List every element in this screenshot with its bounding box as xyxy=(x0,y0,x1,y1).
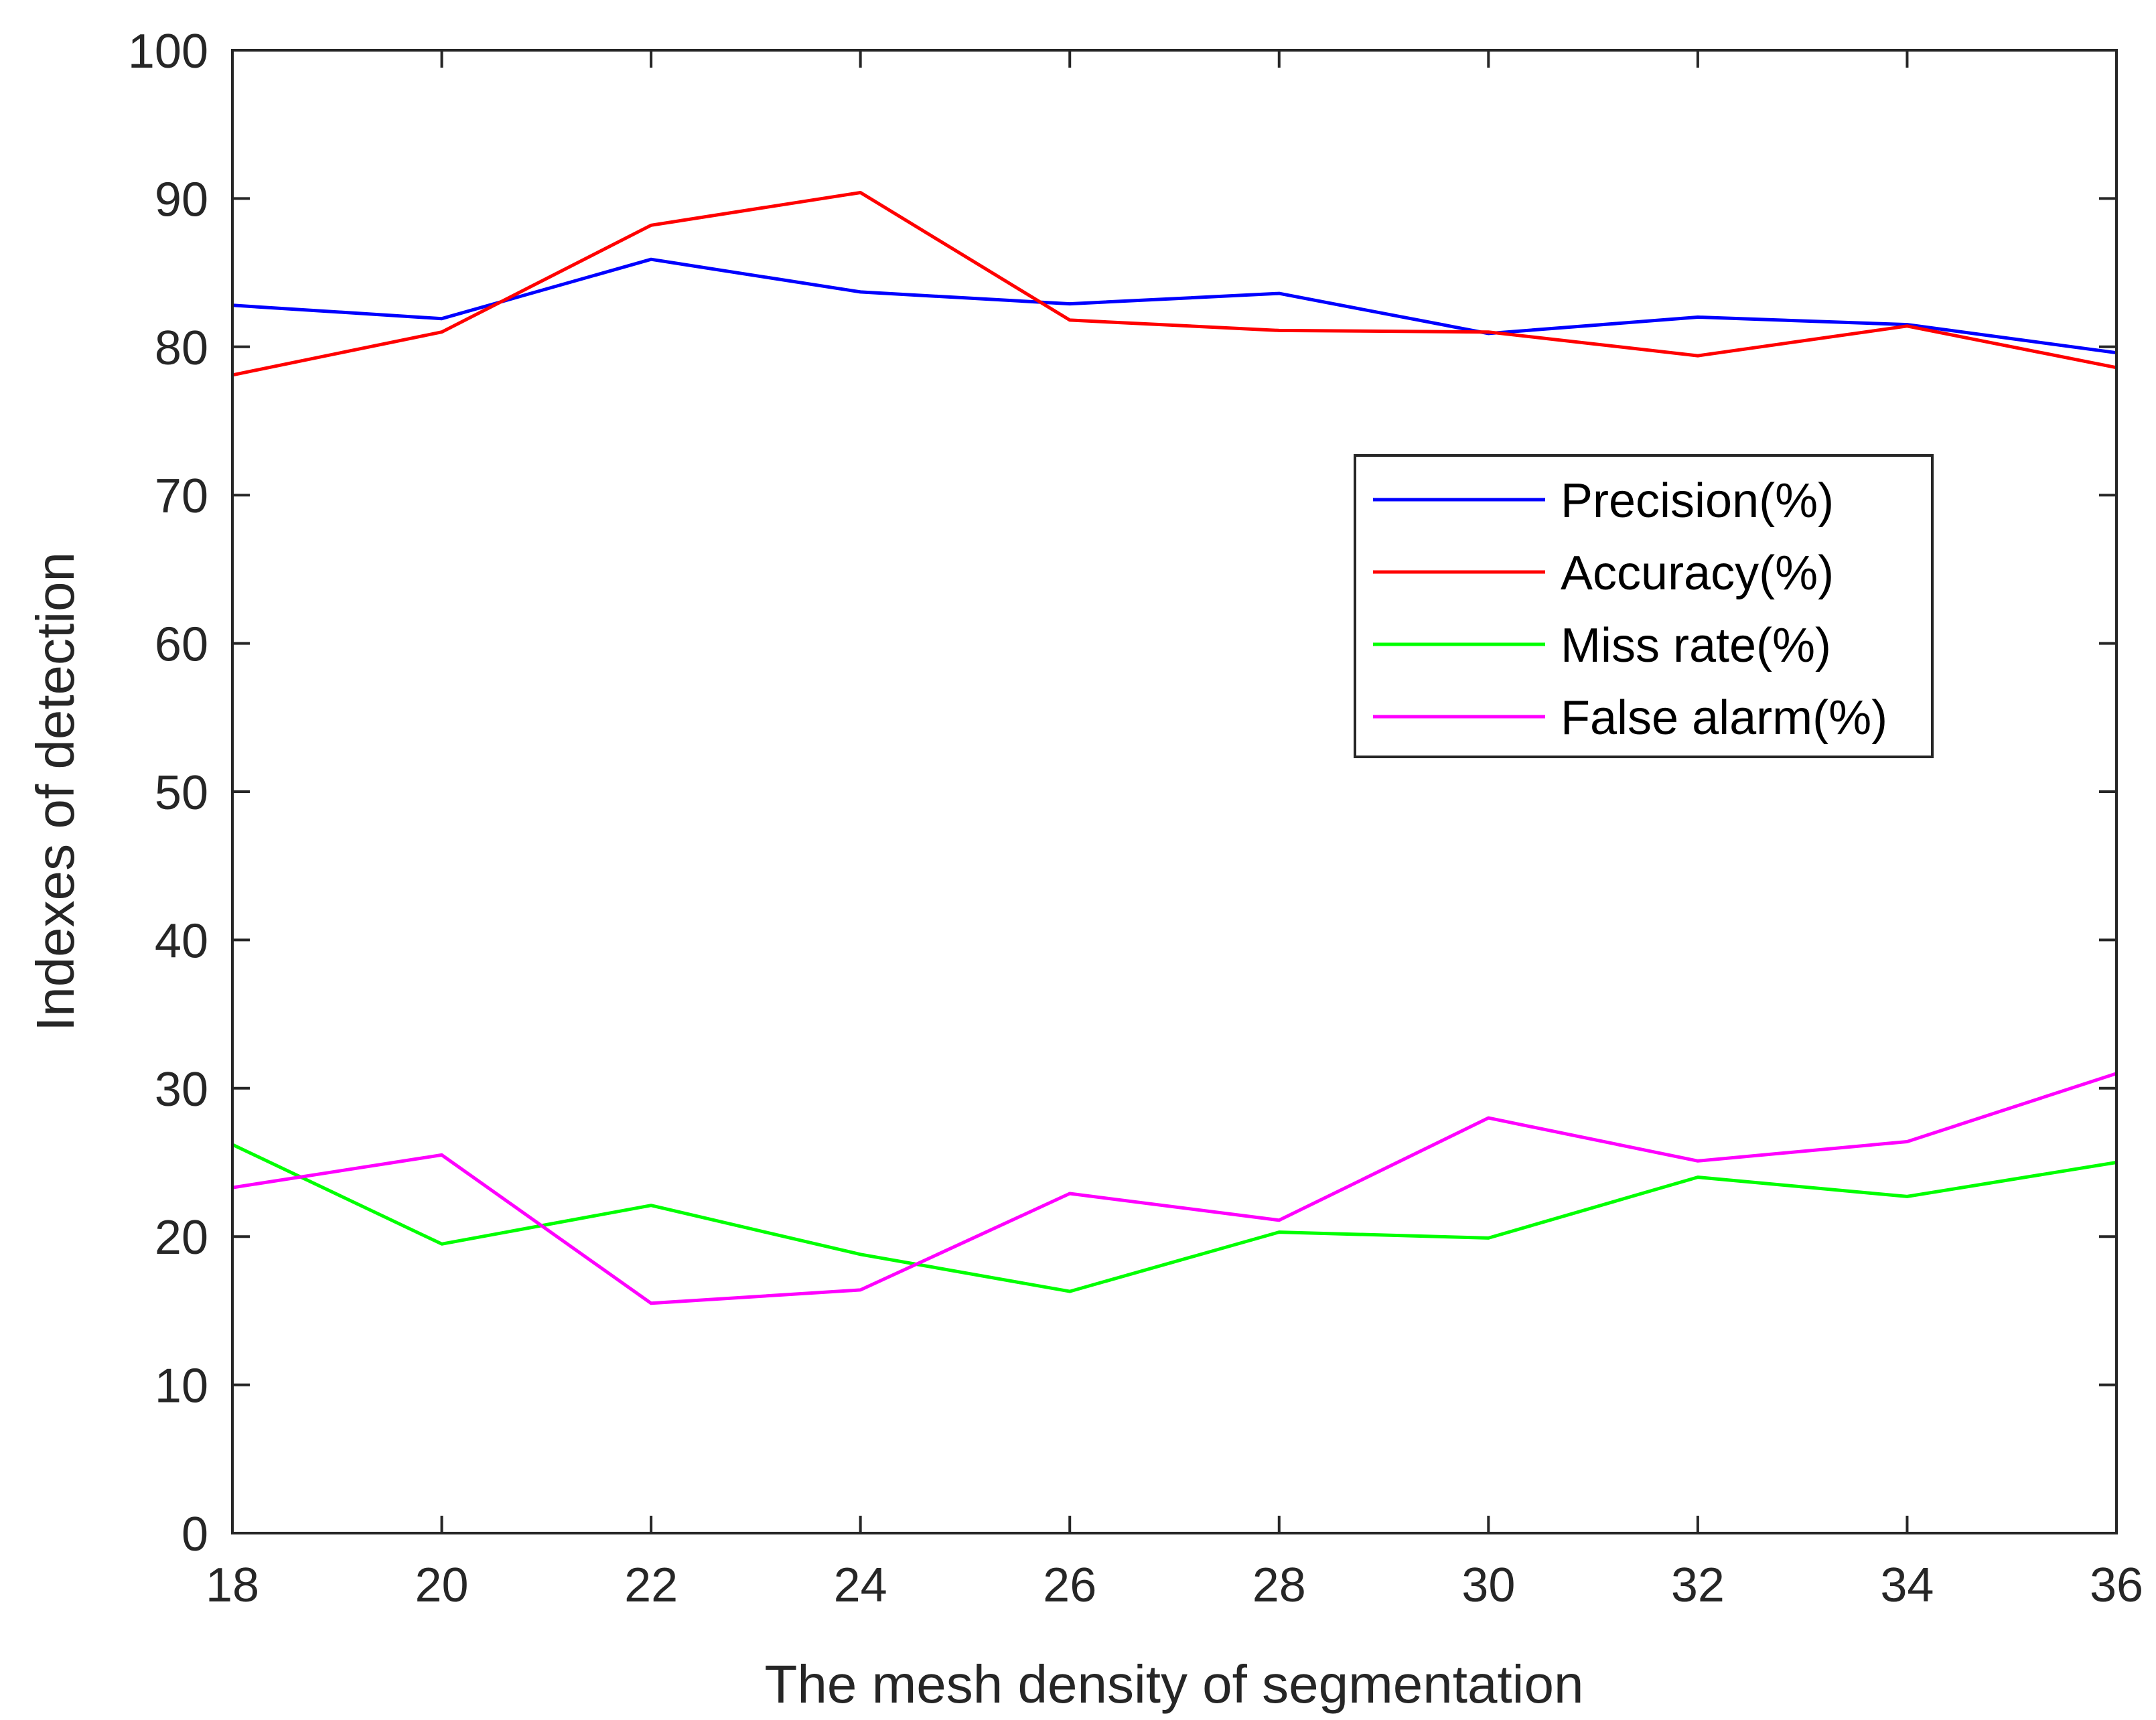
data-point-false-alarm-30 xyxy=(1486,1116,1490,1120)
series-line-accuracy xyxy=(232,191,2117,377)
y-tick-label: 40 xyxy=(155,914,208,968)
x-tick-label: 28 xyxy=(1252,1559,1306,1612)
data-point-precision-24 xyxy=(859,290,863,294)
y-tick-label: 20 xyxy=(155,1211,208,1265)
x-tick-label: 36 xyxy=(2090,1559,2143,1612)
series-line-precision xyxy=(232,257,2117,355)
data-point-miss-rate-34 xyxy=(1905,1194,1909,1198)
data-point-accuracy-32 xyxy=(1696,354,1700,358)
data-point-miss-rate-28 xyxy=(1277,1230,1281,1234)
legend-label-false-alarm: False alarm(%) xyxy=(1561,691,1887,745)
x-tick-label: 20 xyxy=(415,1559,469,1612)
data-point-false-alarm-22 xyxy=(649,1301,653,1305)
x-tick-label: 32 xyxy=(1671,1559,1725,1612)
data-point-accuracy-24 xyxy=(859,191,863,195)
legend-label-miss-rate: Miss rate(%) xyxy=(1561,619,1831,672)
x-tick-label: 18 xyxy=(206,1559,259,1612)
x-tick-label: 26 xyxy=(1043,1559,1096,1612)
series-line-false-alarm xyxy=(232,1072,2117,1305)
data-point-false-alarm-28 xyxy=(1277,1218,1281,1222)
data-point-accuracy-34 xyxy=(1905,324,1909,328)
x-tick-label: 22 xyxy=(624,1559,678,1612)
data-point-accuracy-26 xyxy=(1068,318,1072,322)
y-tick-label: 80 xyxy=(155,321,208,375)
data-point-miss-rate-24 xyxy=(859,1252,863,1257)
tick-layer xyxy=(231,49,2118,1534)
data-point-precision-22 xyxy=(649,257,653,261)
data-point-accuracy-22 xyxy=(649,223,653,227)
series-line-miss-rate xyxy=(231,1143,2117,1293)
data-point-miss-rate-22 xyxy=(649,1204,653,1208)
data-point-precision-28 xyxy=(1277,291,1281,295)
data-point-miss-rate-20 xyxy=(440,1242,444,1246)
data-point-accuracy-30 xyxy=(1486,330,1490,334)
y-tick-label: 100 xyxy=(128,25,208,78)
data-point-accuracy-28 xyxy=(1277,328,1281,332)
data-point-false-alarm-20 xyxy=(440,1153,444,1157)
legend-label-precision: Precision(%) xyxy=(1561,474,1834,528)
data-point-precision-32 xyxy=(1696,315,1700,319)
legend-box xyxy=(1354,454,1934,758)
y-axis-title: Indexes of detection xyxy=(25,552,85,1031)
data-point-false-alarm-34 xyxy=(1905,1140,1909,1144)
x-tick-label: 34 xyxy=(1880,1559,1934,1612)
x-axis-title: The mesh density of segmentation xyxy=(765,1654,1584,1714)
data-point-false-alarm-24 xyxy=(859,1288,863,1292)
x-tick-label: 24 xyxy=(834,1559,887,1612)
data-point-accuracy-20 xyxy=(440,330,444,334)
data-point-miss-rate-32 xyxy=(1696,1175,1700,1179)
y-tick-label: 0 xyxy=(182,1508,208,1561)
y-tick-label: 50 xyxy=(155,766,208,820)
y-tick-label: 90 xyxy=(155,173,208,226)
data-point-precision-26 xyxy=(1068,302,1072,306)
y-tick-label: 60 xyxy=(155,618,208,672)
legend-label-accuracy: Accuracy(%) xyxy=(1561,547,1834,600)
plot-area xyxy=(232,50,2116,1533)
data-point-precision-20 xyxy=(440,317,444,321)
data-point-false-alarm-32 xyxy=(1696,1159,1700,1163)
y-tick-label: 10 xyxy=(155,1360,208,1413)
data-point-miss-rate-30 xyxy=(1486,1236,1490,1240)
y-tick-label: 30 xyxy=(155,1063,208,1117)
legend: Precision(%) Accuracy(%) Miss rate(%) False… xyxy=(1354,454,1934,758)
data-point-miss-rate-26 xyxy=(1068,1289,1072,1293)
x-tick-label: 30 xyxy=(1461,1559,1515,1612)
data-point-false-alarm-26 xyxy=(1068,1192,1072,1196)
tick-label-layer: 18 20 22 24 26 28 30 32 34 36 0 10 20 30 40 50 60 70 80 90 1… xyxy=(128,25,2143,1612)
series-layer xyxy=(231,191,2117,1305)
y-tick-label: 70 xyxy=(155,470,208,523)
